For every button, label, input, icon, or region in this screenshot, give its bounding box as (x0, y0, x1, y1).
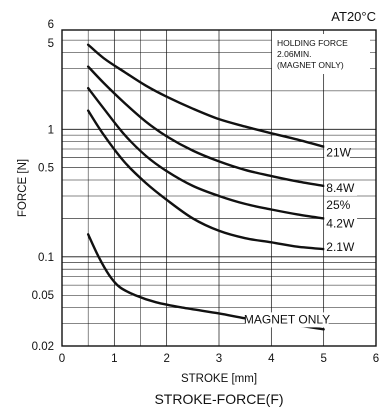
note-line-3: (MAGNET ONLY) (277, 60, 344, 70)
duty-cycle-label-bg (324, 197, 350, 213)
curve-label-21w: 21W (326, 146, 351, 160)
curve-4-2w (86, 86, 325, 220)
plot-frame (61, 29, 377, 347)
curve-21w (86, 43, 325, 148)
curve-label-magnet-only: MAGNET ONLY (244, 312, 330, 326)
note-line-1: HOLDING FORCE (277, 38, 348, 48)
curve-label-8-4w-bg (324, 180, 358, 196)
note-background (272, 34, 370, 74)
y-tick-label: 1 (48, 124, 54, 136)
y-tick-label: 0.1 (38, 252, 54, 264)
y-tick-label: 0.05 (32, 290, 54, 302)
x-tick-label: 5 (320, 353, 326, 365)
x-tick-label: 4 (268, 353, 275, 365)
chart-title: STROKE-FORCE(F) (154, 391, 283, 407)
condition-label: AT20°C (331, 9, 376, 24)
y-tick-label: 0.02 (32, 341, 54, 353)
x-tick-label: 6 (373, 353, 379, 365)
tick-labels: 0 1 2 3 4 5 6 6 5 1 0.5 0.1 0.05 0.02 (32, 19, 380, 365)
x-axis-label: STROKE [mm] (181, 373, 257, 385)
curve-labels: 21W 8.4W 4.2W 2.1W 25% MAGNET ONLY (244, 145, 358, 328)
curve-label-4-2w: 4.2W (326, 216, 355, 230)
x-tick-label: 3 (216, 353, 222, 365)
curve-label-8-4w: 8.4W (326, 181, 355, 195)
curve-label-4-2w-bg (324, 216, 358, 232)
x-tick-label: 2 (163, 353, 169, 365)
curve-label-2-1w: 2.1W (326, 240, 355, 254)
x-tick-label: 1 (111, 353, 117, 365)
curve-label-21w-bg (324, 145, 350, 161)
curve-label-2-1w-bg (324, 240, 358, 256)
holding-force-note: HOLDING FORCE 2.06MIN. (MAGNET ONLY) (272, 34, 370, 74)
curves (86, 43, 325, 331)
y-axis-label: FORCE [N] (17, 159, 29, 217)
y-tick-label: 0.5 (38, 163, 54, 175)
y-tick-label: 5 (48, 38, 54, 50)
curve-2-1w (86, 109, 325, 251)
curve-8-4w (86, 65, 325, 188)
curve-label-magnet-only-bg (245, 312, 329, 328)
duty-cycle-label: 25% (326, 198, 350, 212)
note-line-2: 2.06MIN. (277, 49, 312, 59)
y-tick-label: 6 (48, 19, 54, 31)
x-tick-label: 0 (59, 353, 65, 365)
